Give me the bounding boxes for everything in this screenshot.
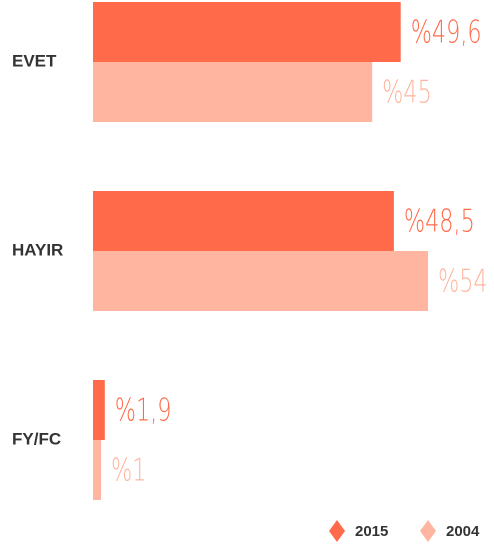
value-label: %49,6 [411,15,482,51]
value-label: %54 [438,264,488,300]
value-label: %1,9 [115,393,172,429]
legend-marker [329,520,345,542]
bar [93,191,394,251]
legend-label: 2015 [355,523,388,540]
category-label: FY/FC [12,429,61,448]
bar [93,251,428,311]
value-label: %1 [111,453,146,489]
bar [93,440,101,500]
category-label: EVET [12,51,57,70]
bar [93,380,105,440]
legend-marker [420,520,436,542]
value-label: %48,5 [404,204,475,240]
legend-label: 2004 [446,523,480,540]
category-label: HAYIR [12,240,63,259]
value-label: %45 [382,75,432,111]
bar [93,2,401,62]
bar [93,62,373,122]
